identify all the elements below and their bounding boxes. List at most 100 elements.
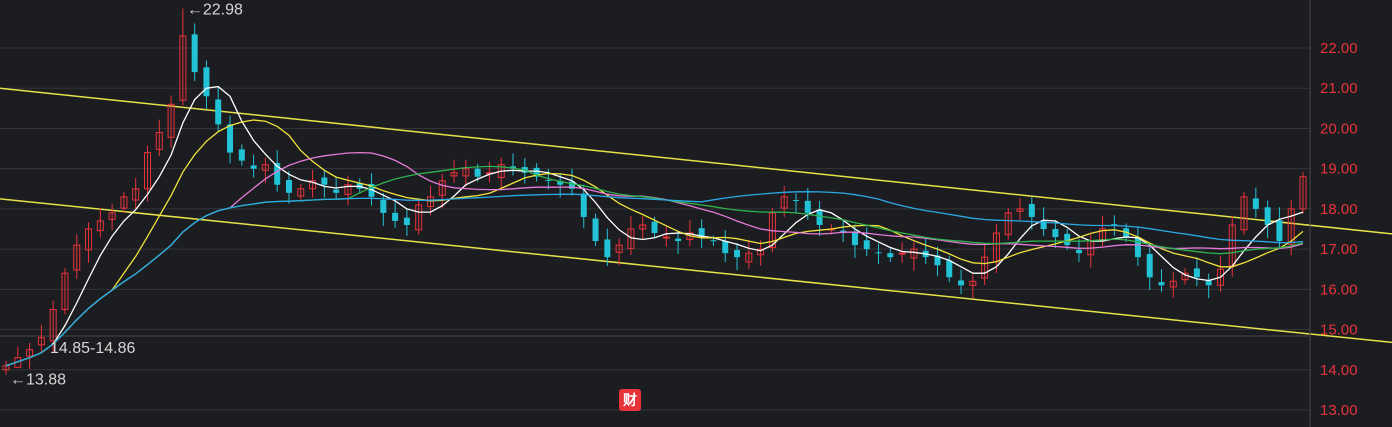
candle-body: [1158, 282, 1165, 286]
candle-body: [910, 248, 918, 259]
y-tick-label: 21.00: [1320, 80, 1358, 97]
candle-body: [675, 238, 682, 242]
price-annotation: ←13.88: [10, 372, 66, 389]
candle-body: [155, 131, 163, 150]
candle-body: [333, 189, 340, 193]
candle-body: [227, 124, 234, 153]
y-tick-label: 14.00: [1320, 362, 1358, 379]
candle-body: [1146, 253, 1153, 278]
candle-body: [1075, 249, 1082, 254]
candle-body: [120, 196, 128, 209]
candle-body: [1205, 280, 1212, 286]
candle-body: [415, 204, 423, 231]
candle-body: [981, 256, 989, 279]
candle-body: [26, 349, 34, 357]
price-axis: 22.00 21.00 20.00 19.00 18.00 17.00 16.00 15.00…: [1309, 0, 1358, 427]
candle-body: [215, 99, 222, 125]
candle-body: [1028, 204, 1035, 217]
price-annotation: 14.85-14.86: [50, 340, 136, 357]
candle-body: [462, 168, 470, 177]
ma-line-ma10: [5, 119, 1304, 367]
y-tick-label: 18.00: [1320, 201, 1358, 218]
y-tick-label: 16.00: [1320, 281, 1358, 298]
candle-body: [1064, 233, 1071, 246]
ma-line-ma20: [5, 151, 1304, 367]
moving-averages: [5, 85, 1304, 367]
price-annotation: ←22.98: [187, 2, 243, 19]
candle-body: [615, 244, 623, 253]
channel-upper-line: [0, 87, 1392, 235]
candle-body: [1111, 224, 1118, 226]
candle-body: [438, 180, 446, 196]
y-tick-label: 22.00: [1320, 40, 1358, 57]
candle-body: [816, 209, 823, 225]
candle-body: [1240, 196, 1248, 231]
candle-body: [37, 337, 45, 346]
candle-body: [96, 220, 104, 232]
finance-badge-bg: [619, 389, 641, 411]
candle-body: [568, 181, 575, 189]
candle-body: [639, 224, 647, 230]
candle-body: [49, 308, 57, 342]
candle-body: [592, 218, 599, 242]
candle-body: [321, 177, 328, 185]
candle-body: [1016, 208, 1024, 212]
candle-body: [368, 183, 375, 197]
candle-body: [875, 252, 882, 254]
candle-body: [1052, 229, 1059, 238]
y-tick-label: 15.00: [1320, 322, 1358, 339]
candle-body: [132, 188, 140, 201]
candle-body: [203, 67, 210, 97]
candle-body: [1169, 280, 1177, 288]
candle-body: [863, 240, 870, 250]
candle-body: [1252, 198, 1259, 209]
candle-body: [1299, 176, 1307, 210]
candle-body: [344, 184, 352, 195]
candle-body: [533, 167, 540, 177]
y-tick-label: 20.00: [1320, 120, 1358, 137]
candle-body: [403, 217, 410, 225]
candle-body: [167, 103, 175, 138]
candle-body: [61, 272, 69, 310]
candle-body: [662, 236, 670, 239]
candle-body: [745, 252, 753, 263]
candle-body: [958, 280, 965, 286]
candle-body: [1193, 268, 1200, 278]
candle-body: [804, 200, 811, 213]
candle-body: [274, 163, 281, 185]
candle-body: [297, 188, 305, 197]
candle-body: [426, 196, 434, 207]
candle-body: [792, 200, 799, 202]
candle-body: [179, 35, 187, 101]
candle-body: [934, 255, 941, 266]
candle-body: [261, 164, 269, 171]
candle-body: [85, 228, 93, 251]
candle-body: [474, 168, 481, 177]
candle-body: [851, 231, 858, 246]
candle-body: [887, 253, 894, 258]
candle-body: [969, 280, 977, 286]
candle-body: [1287, 208, 1295, 245]
candle-body: [580, 193, 587, 217]
ma-line-ma60: [5, 191, 1304, 367]
candle-body: [898, 252, 906, 255]
candle-body: [143, 152, 151, 190]
y-tick-label: 13.00: [1320, 402, 1358, 419]
annotations: ←22.98 14.85-14.86 ←13.88: [10, 2, 243, 389]
candle-body: [309, 180, 317, 190]
ma-line-ma5: [5, 85, 1304, 367]
candle-body: [1264, 207, 1271, 225]
candle-body: [285, 179, 292, 193]
candle-body: [1276, 220, 1283, 242]
y-tick-label: 19.00: [1320, 161, 1358, 178]
candle-body: [545, 179, 552, 181]
candle-body: [1134, 237, 1141, 258]
finance-badge-text: 财: [622, 392, 637, 409]
candle-body: [757, 248, 765, 256]
candle-body: [1004, 212, 1012, 236]
candle-body: [946, 260, 953, 278]
finance-badge[interactable]: 财: [619, 389, 641, 411]
candle-body: [780, 196, 788, 209]
